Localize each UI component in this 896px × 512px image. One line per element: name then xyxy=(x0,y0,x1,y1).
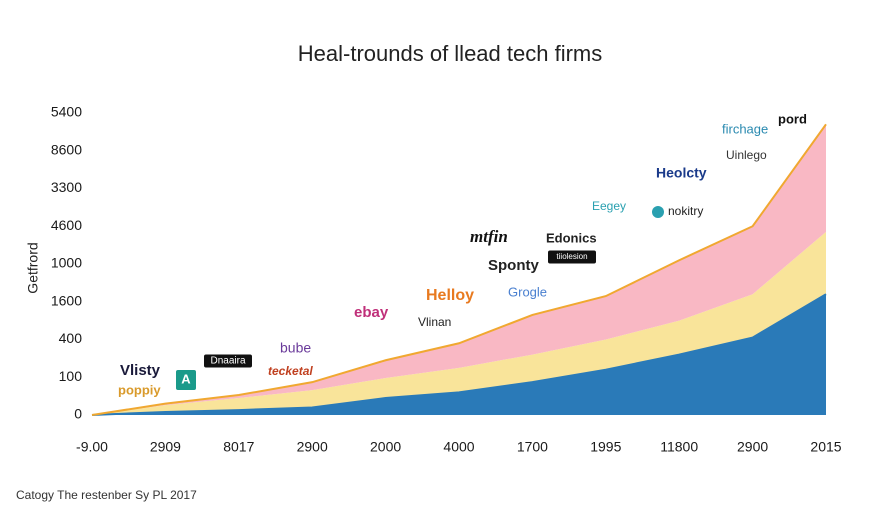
y-tick-label: 100 xyxy=(59,368,83,384)
annotation: Vlisty xyxy=(120,362,161,379)
area xyxy=(92,124,826,415)
annotation: pord xyxy=(778,111,807,126)
x-tick-label: 2000 xyxy=(370,439,401,455)
x-tick-label: 1995 xyxy=(590,439,621,455)
annotation: ebay xyxy=(354,304,389,321)
y-tick-label: 8600 xyxy=(51,141,82,157)
y-tick-label: 1000 xyxy=(51,255,82,271)
annotation: Grogle xyxy=(508,284,547,299)
x-tick-label: 11800 xyxy=(660,439,698,455)
logo-icon xyxy=(652,206,664,218)
line xyxy=(91,293,827,416)
annotation: tecketal xyxy=(268,364,313,378)
logo-badge xyxy=(204,354,252,368)
annotation: Dnaaira xyxy=(210,356,245,367)
x-tick-label: -9.00 xyxy=(76,439,108,455)
annotation: poppiy xyxy=(118,382,161,397)
annotation: Eegey xyxy=(592,199,626,213)
area xyxy=(92,294,826,415)
x-tick-label: 2900 xyxy=(297,439,328,455)
x-tick-label: 4000 xyxy=(443,439,474,455)
annotation: Heolcty xyxy=(656,165,707,181)
x-tick-label: 8017 xyxy=(223,439,254,455)
y-axis-label: Getfrord xyxy=(25,242,41,293)
y-tick-label: 400 xyxy=(59,330,83,346)
annotation: Sponty xyxy=(488,257,539,274)
y-tick-label: 1600 xyxy=(51,292,82,308)
chart-title: Heal-trounds of llead tech firms xyxy=(298,41,602,66)
annotation: Edonics xyxy=(546,230,597,245)
x-tick-label: 2909 xyxy=(150,439,181,455)
area xyxy=(92,231,826,415)
annotation: tiiolesion xyxy=(556,252,587,261)
top-line xyxy=(91,123,827,416)
annotation: nokitry xyxy=(668,204,703,218)
y-tick-label: 0 xyxy=(74,406,82,422)
footer: Catogy The restenber Sy PL 2017 xyxy=(16,488,197,502)
annotation: A xyxy=(181,371,191,386)
x-tick-label: 2900 xyxy=(737,439,768,455)
annotation: firchage xyxy=(722,121,768,136)
annotation: Uinlego xyxy=(726,148,767,162)
annotation: mtfin xyxy=(470,227,508,246)
y-tick-label: 3300 xyxy=(51,179,82,195)
annotation: bube xyxy=(280,340,311,356)
y-tick-label: 4600 xyxy=(51,217,82,233)
annotation: Vlinan xyxy=(418,315,451,329)
y-tick-label: 5400 xyxy=(51,104,82,120)
x-tick-label: 1700 xyxy=(517,439,548,455)
logo-badge xyxy=(176,370,196,390)
logo-badge xyxy=(548,250,596,264)
x-tick-label: 2015 xyxy=(810,439,841,455)
annotation: Helloy xyxy=(426,287,474,304)
